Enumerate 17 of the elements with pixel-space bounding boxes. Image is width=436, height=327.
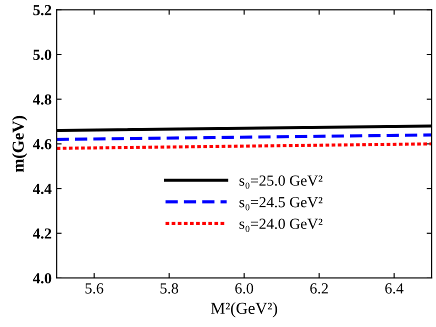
x-tick-label: 5.6 [86,283,104,294]
y-tick-label: 4.0 [32,273,52,284]
y-tick-label: 4.8 [32,94,52,105]
legend-label: s₀=25.0 GeV² [240,175,322,189]
y-tick-label: 4.4 [32,184,52,194]
x-tick-label: 6.2 [310,283,328,294]
legend-label: s₀=24.0 GeV² [240,218,322,232]
y-tick-label: 5.0 [33,50,52,60]
x-axis-title: M²(GeV²) [210,302,278,318]
y-tick-label: 4.2 [32,228,52,239]
y-tick-label: 4.6 [32,139,52,150]
y-tick-label: 5.2 [33,4,52,16]
x-tick-label: 6.4 [385,283,404,294]
legend-label: s₀=24.5 GeV² [240,197,322,210]
x-tick-label: 5.8 [160,283,178,294]
x-tick-label: 6.0 [235,283,254,294]
y-axis-title: m(GeV) [12,116,28,172]
